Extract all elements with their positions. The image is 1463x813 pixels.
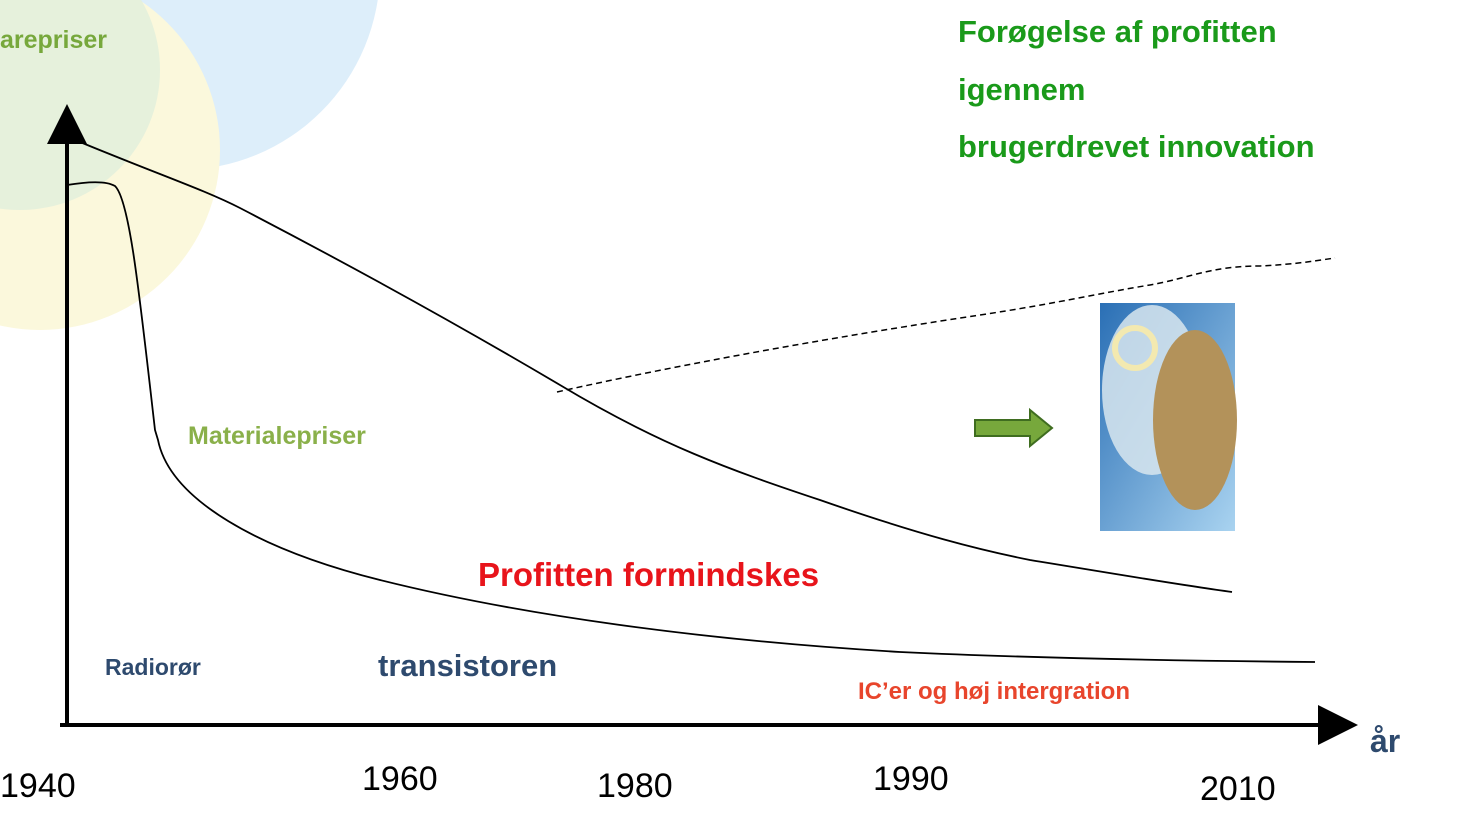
title-line: igennem — [958, 72, 1085, 107]
annotation: transistoren — [378, 648, 557, 683]
year: 1960 — [362, 760, 438, 798]
product-image — [1100, 303, 1237, 531]
y-label: arepriser — [0, 26, 107, 54]
price-curve — [80, 142, 1232, 592]
annotation: Profitten formindskes — [478, 556, 819, 593]
slide: arepriser år 1940 1960 1980 1990 2010 Fo… — [0, 0, 1463, 808]
arrow — [975, 410, 1052, 446]
year: 1980 — [597, 767, 673, 805]
page: {"axis": {"y_label": "arepriser", "x_lab… — [0, 0, 1463, 808]
year: 1990 — [873, 760, 949, 798]
title-line: Forøgelse af profitten — [958, 14, 1277, 49]
annotation: Radiorør — [105, 654, 201, 680]
annotation: Materialepriser — [188, 422, 366, 450]
x-label: år — [1370, 723, 1400, 759]
title-line: brugerdrevet innovation — [958, 129, 1315, 164]
annotation: IC’er og høj intergration — [858, 678, 1130, 705]
year: 2010 — [1200, 770, 1276, 808]
year: 1940 — [0, 767, 76, 805]
